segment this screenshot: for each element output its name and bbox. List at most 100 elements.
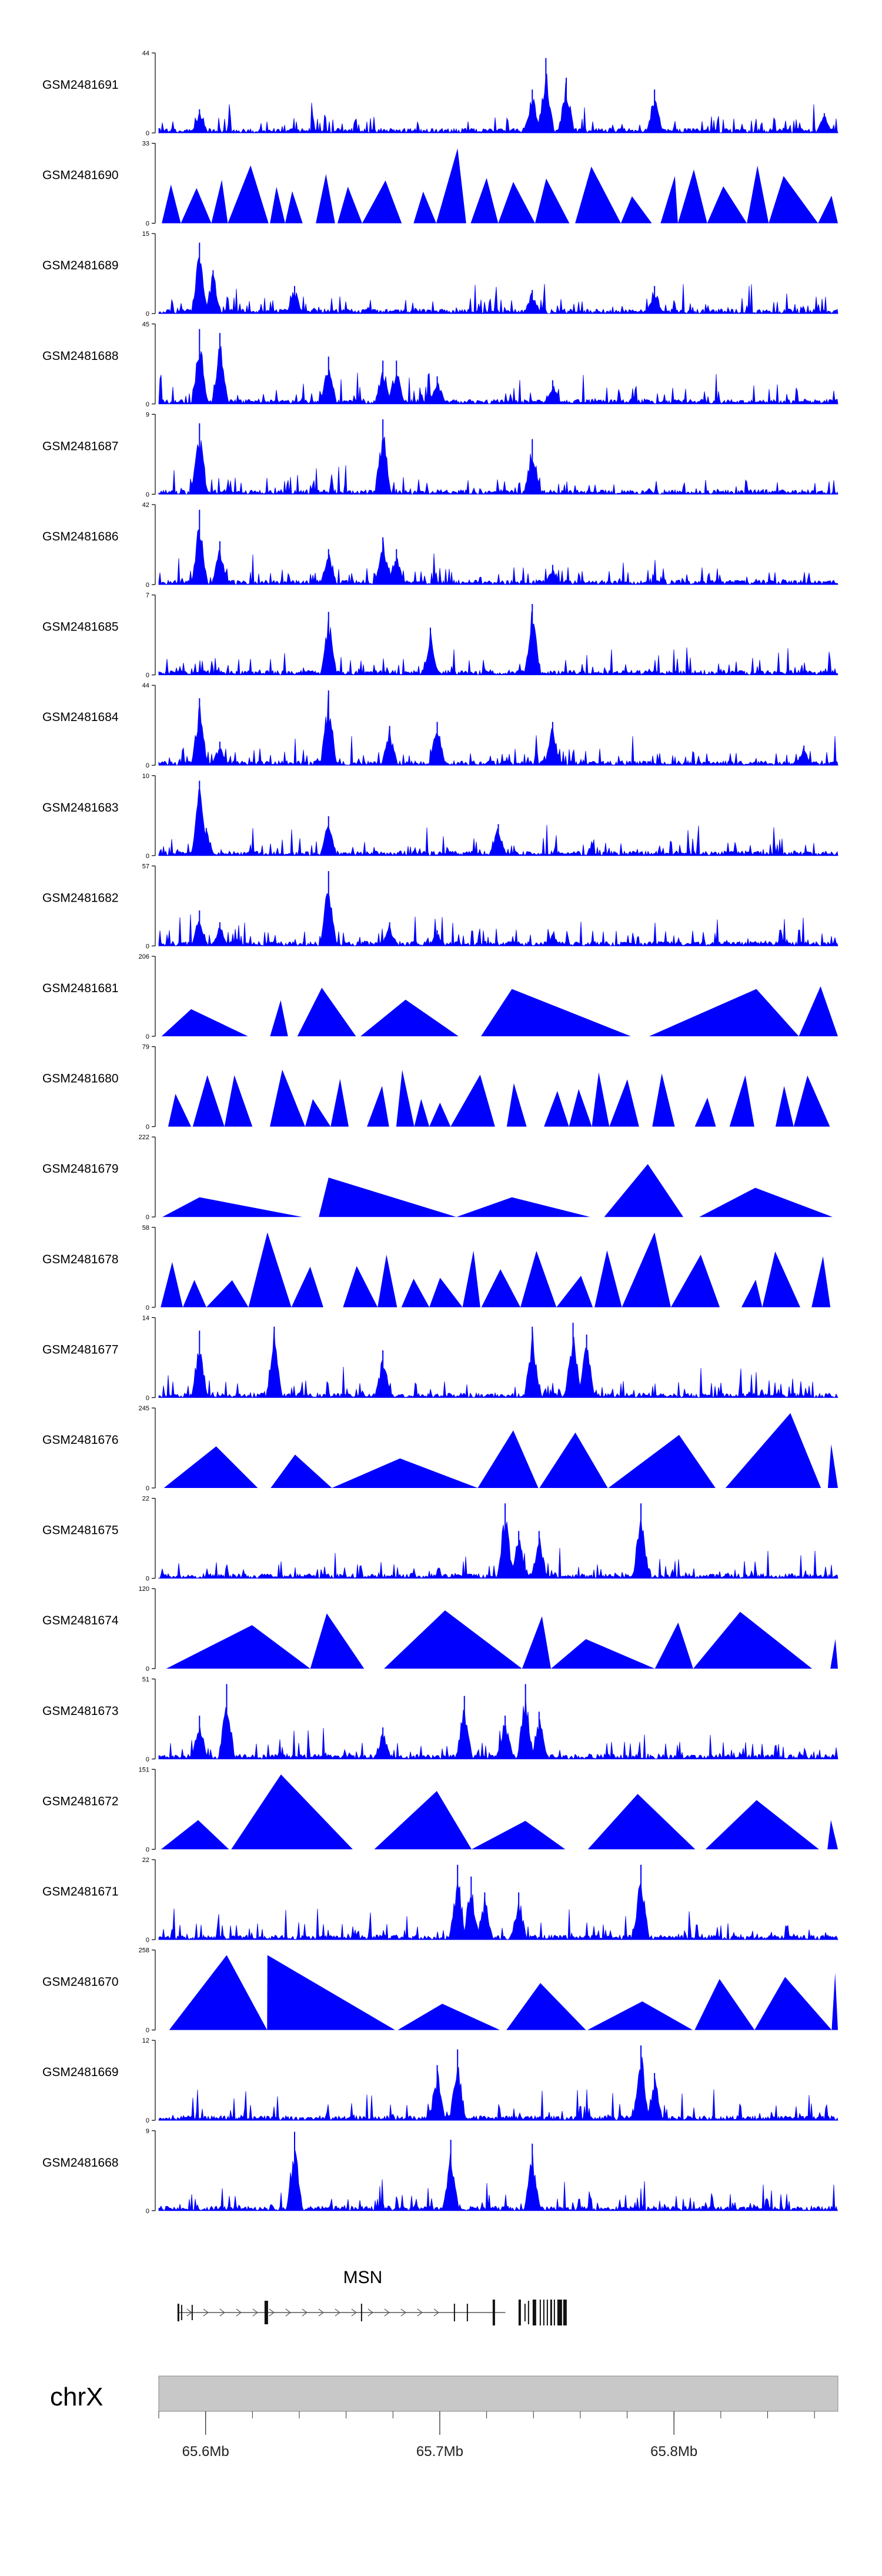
coverage-block-0 <box>162 184 181 223</box>
track-GSM2481670: GSM2481670 258 0 <box>42 1947 838 2034</box>
y-axis: 258 0 <box>139 1947 156 2034</box>
coverage-block-3 <box>522 1616 551 1669</box>
coverage-profile <box>158 257 838 315</box>
coverage-area <box>158 419 838 495</box>
strand-arrow <box>302 2308 308 2317</box>
coverage-block-15 <box>670 1254 720 1307</box>
coverage-block-2 <box>332 1458 478 1488</box>
coverage-area <box>158 329 838 405</box>
strand-arrow <box>285 2308 291 2317</box>
track-label: GSM2481681 <box>42 982 119 995</box>
coverage-block-16 <box>741 1279 763 1307</box>
coverage-block-6 <box>754 1977 832 2030</box>
coverage-block-0 <box>161 1820 229 1850</box>
exon-1 <box>181 2305 182 2320</box>
y-tick-label-min: 0 <box>146 672 149 679</box>
coverage-block-19 <box>775 1086 794 1127</box>
track-label: GSM2481677 <box>42 1343 119 1356</box>
coverage-area <box>158 58 838 134</box>
exon-3 <box>264 2301 268 2324</box>
y-axis: 33 0 <box>142 141 156 228</box>
coverage-area <box>158 690 838 766</box>
exon-0 <box>177 2304 179 2321</box>
exon-14 <box>546 2300 548 2325</box>
y-tick-label-max: 245 <box>139 1405 149 1412</box>
coverage-area <box>162 148 838 223</box>
track-label: GSM2481668 <box>42 2156 119 2170</box>
coverage-profile <box>158 529 838 586</box>
coverage-area <box>158 780 838 857</box>
coverage-profile <box>158 1697 838 1760</box>
chromosome-ideogram: chrX 65.6Mb 65.7Mb 65.8Mb <box>50 2375 838 2460</box>
coverage-block-4 <box>305 1099 331 1127</box>
coverage-area <box>163 1413 838 1488</box>
track-label: GSM2481671 <box>42 1885 119 1898</box>
coverage-block-20 <box>793 1075 830 1127</box>
y-tick-label-max: 79 <box>142 1044 149 1051</box>
coverage-block-9 <box>429 1102 451 1127</box>
coverage-block-6 <box>799 986 838 1036</box>
coverage-block-3 <box>477 1430 539 1488</box>
coverage-block-19 <box>747 165 769 223</box>
x-tick-label: 65.8Mb <box>650 2444 697 2460</box>
coverage-block-15 <box>620 196 652 223</box>
y-tick-label-max: 22 <box>142 1857 149 1864</box>
coverage-block-6 <box>377 1254 397 1307</box>
y-tick-label-min: 0 <box>146 401 149 408</box>
y-tick-label-max: 57 <box>142 863 149 870</box>
y-tick-label-min: 0 <box>146 130 149 137</box>
chromosome-band <box>158 2375 838 2412</box>
coverage-block-13 <box>534 178 570 223</box>
track-label: GSM2481673 <box>42 1704 119 1718</box>
coverage-block-0 <box>161 1009 248 1036</box>
coverage-block-10 <box>450 1075 495 1127</box>
coverage-area <box>158 604 838 676</box>
coverage-profile <box>158 1517 838 1579</box>
y-tick-label-min: 0 <box>146 2027 149 2034</box>
coverage-block-11 <box>506 1083 527 1127</box>
coverage-area <box>169 1955 838 2030</box>
coverage-block-5 <box>330 1079 349 1127</box>
y-axis: 70 <box>146 592 156 679</box>
y-tick-label-min: 0 <box>146 762 149 769</box>
coverage-block-4 <box>481 989 631 1036</box>
coverage-block-3 <box>472 1821 566 1850</box>
coverage-profile <box>158 694 838 766</box>
track-GSM2481675: GSM2481675 22 0 <box>42 1496 838 1583</box>
coverage-block-7 <box>827 1444 838 1488</box>
coverage-block-1 <box>270 1000 288 1036</box>
coverage-block-3 <box>360 999 459 1036</box>
strand-arrow <box>252 2308 258 2317</box>
exon-8 <box>518 2300 521 2325</box>
coverage-block-4 <box>270 186 285 223</box>
y-tick-label-max: 12 <box>142 2037 149 2044</box>
coverage-block-2 <box>456 1197 590 1217</box>
strand-arrow <box>318 2308 324 2317</box>
track-label: GSM2481674 <box>42 1614 119 1627</box>
track-label: GSM2481691 <box>42 78 119 92</box>
coverage-block-0 <box>161 1262 183 1307</box>
coverage-block-7 <box>396 1070 415 1127</box>
strand-arrow <box>236 2308 242 2317</box>
y-tick-label-max: 7 <box>146 592 149 599</box>
coverage-block-2 <box>297 987 356 1036</box>
coverage-block-14 <box>622 1232 671 1307</box>
coverage-area <box>158 1503 838 1579</box>
track-GSM2481684: GSM2481684 44 0 <box>42 682 838 769</box>
y-tick-label-min: 0 <box>146 311 149 318</box>
y-tick-label-max: 51 <box>142 1676 149 1683</box>
exon-9 <box>524 2304 526 2321</box>
coverage-block-14 <box>592 1072 610 1127</box>
coverage-block-0 <box>168 1093 191 1127</box>
coverage-block-2 <box>384 1610 522 1669</box>
x-tick-label: 65.6Mb <box>182 2444 229 2460</box>
coverage-block-0 <box>163 1446 258 1488</box>
coverage-block-4 <box>551 1639 655 1669</box>
y-axis: 42 0 <box>142 502 156 589</box>
strand-arrow <box>335 2308 340 2317</box>
exon-7 <box>492 2300 495 2325</box>
